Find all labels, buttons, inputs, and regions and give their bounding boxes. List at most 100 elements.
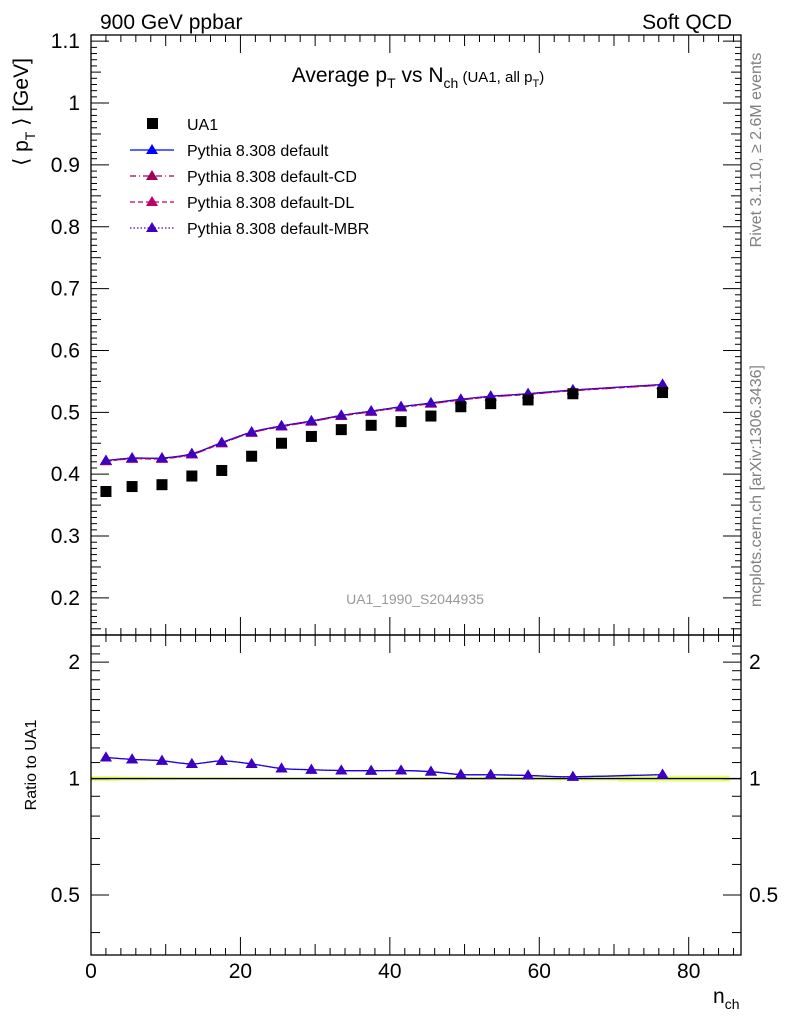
ratio-point-default-mbr xyxy=(424,765,437,776)
header-right-label: Soft QCD xyxy=(642,11,732,34)
ratio-point-default-mbr xyxy=(126,753,139,764)
main-point-default-mbr xyxy=(454,393,467,404)
main-point-ua1 xyxy=(657,387,669,399)
ratio-point-default-mbr xyxy=(522,769,535,780)
main-point-ua1 xyxy=(246,450,258,462)
ratio-y-tick-label: 2 xyxy=(68,651,80,674)
ratio-point-default-mbr xyxy=(365,764,378,775)
main-point-default-mbr xyxy=(185,447,198,458)
mcplots-info-label: mcplots.cern.ch [arXiv:1306.3436] xyxy=(748,365,765,607)
main-line-default-mbr xyxy=(105,383,663,462)
header-left-label: 900 GeV ppbar xyxy=(100,11,242,34)
main-point-ua1 xyxy=(485,398,497,410)
main-point-ua1 xyxy=(395,416,407,428)
legend-marker-default-cd xyxy=(146,170,158,180)
ratio-x-tick-labels: 0 20 40 60 80 xyxy=(85,960,700,983)
ratio-panel: 0.5 0.5 1 1 2 2 0 20 40 60 80 Ratio to UA1 nch xyxy=(23,634,778,1012)
x-tick-label: 0 xyxy=(85,960,97,983)
legend-label-default: Pythia 8.308 default xyxy=(187,143,329,160)
main-point-ua1 xyxy=(305,430,317,442)
legend-label-default-cd: Pythia 8.308 default-CD xyxy=(187,169,357,186)
main-point-ua1 xyxy=(365,419,377,431)
ratio-y-tick-label-right: 0.5 xyxy=(749,884,778,907)
ratio-y-tick-label: 0.5 xyxy=(51,884,80,907)
ratio-point-default-mbr xyxy=(566,770,579,781)
main-point-default-mbr xyxy=(305,414,318,425)
legend-label-ua1: UA1 xyxy=(187,117,218,134)
ratio-point-default-mbr xyxy=(275,762,288,773)
ratio-y-tick-label: 1 xyxy=(68,768,80,791)
rivet-info-label: Rivet 3.1.10, ≥ 2.6M events xyxy=(748,53,765,248)
main-point-default-mbr xyxy=(126,452,139,463)
main-y-tick-labels: 0.2 0.3 0.4 0.5 0.6 0.7 0.8 0.9 1 1.1 xyxy=(51,30,81,610)
legend-marker-default-dl xyxy=(146,196,158,206)
x-tick-label: 20 xyxy=(229,960,252,983)
main-point-default-mbr xyxy=(155,452,168,463)
main-y-axis-label: ⟨ pT ⟩ [GeV] xyxy=(10,58,38,166)
main-point-default-mbr xyxy=(275,419,288,430)
main-point-default-mbr xyxy=(99,454,112,465)
main-point-ua1 xyxy=(156,479,168,491)
legend-marker-ua1 xyxy=(147,118,158,129)
main-point-ua1 xyxy=(567,388,579,400)
ratio-series-group xyxy=(99,751,669,781)
main-point-default-mbr xyxy=(215,436,228,447)
ratio-point-default-mbr xyxy=(484,768,497,779)
watermark-label: UA1_1990_S2044935 xyxy=(346,591,484,607)
ratio-point-default-mbr xyxy=(185,757,198,768)
main-point-default-mbr xyxy=(424,397,437,408)
main-line-default-dl xyxy=(105,384,663,462)
ratio-y-tick-label-right: 1 xyxy=(749,768,761,791)
main-point-ua1 xyxy=(186,470,198,482)
main-point-ua1 xyxy=(126,481,138,493)
ratio-axis-ticks xyxy=(90,635,741,955)
main-line-default xyxy=(105,383,663,462)
legend-marker-default xyxy=(146,144,158,154)
ratio-line-default-mbr xyxy=(105,756,663,778)
main-point-default-mbr xyxy=(365,405,378,416)
ratio-point-default-mbr xyxy=(155,754,168,765)
main-y-tick-label: 0.2 xyxy=(51,587,80,610)
ratio-y-tick-label-right: 2 xyxy=(749,651,761,674)
main-y-tick-label: 0.9 xyxy=(51,154,80,177)
legend-label-default-dl: Pythia 8.308 default-DL xyxy=(187,195,354,212)
legend-label-default-mbr: Pythia 8.308 default-MBR xyxy=(187,221,369,238)
main-point-ua1 xyxy=(276,437,288,449)
main-point-default-mbr xyxy=(245,426,258,437)
main-line-default-cd xyxy=(105,384,663,462)
main-y-tick-label: 0.4 xyxy=(51,463,81,486)
ratio-point-default-mbr xyxy=(395,764,408,775)
main-point-default-mbr xyxy=(395,400,408,411)
main-series-group xyxy=(99,378,669,497)
x-axis-label: nch xyxy=(713,985,739,1012)
main-point-default-mbr xyxy=(335,409,348,420)
main-panel: 0.2 0.3 0.4 0.5 0.6 0.7 0.8 0.9 1 1.1 Average pT … xyxy=(10,30,742,636)
main-point-ua1 xyxy=(100,485,112,497)
ratio-y-axis-label: Ratio to UA1 xyxy=(23,720,40,811)
ratio-point-default-mbr xyxy=(656,768,669,779)
legend: UA1 Pythia 8.308 default Pythia 8.308 de… xyxy=(130,117,369,238)
main-point-ua1 xyxy=(216,464,228,476)
ratio-point-default-mbr xyxy=(245,757,258,768)
main-y-tick-label: 0.7 xyxy=(51,278,80,301)
main-point-ua1 xyxy=(455,401,467,413)
main-y-tick-label: 0.5 xyxy=(51,401,80,424)
main-point-ua1 xyxy=(425,410,437,422)
ratio-point-default-mbr xyxy=(454,768,467,779)
ratio-point-default-mbr xyxy=(305,763,318,774)
ratio-y-tick-labels: 0.5 0.5 1 1 2 2 xyxy=(51,651,778,907)
x-tick-label: 40 xyxy=(378,960,401,983)
main-point-ua1 xyxy=(522,394,534,406)
main-point-ua1 xyxy=(335,424,347,436)
main-point-default-mbr xyxy=(484,390,497,401)
ratio-point-default-mbr xyxy=(99,751,112,762)
legend-marker-default-mbr xyxy=(146,222,158,232)
main-axis-ticks xyxy=(90,35,741,635)
ratio-point-default-mbr xyxy=(335,764,348,775)
main-y-tick-label: 0.3 xyxy=(51,525,80,548)
main-y-tick-label: 1.1 xyxy=(51,30,80,53)
x-tick-label: 60 xyxy=(528,960,551,983)
main-title: Average pT vs Nch (UA1, all pT) xyxy=(292,64,545,91)
main-y-tick-label: 0.6 xyxy=(51,339,80,362)
